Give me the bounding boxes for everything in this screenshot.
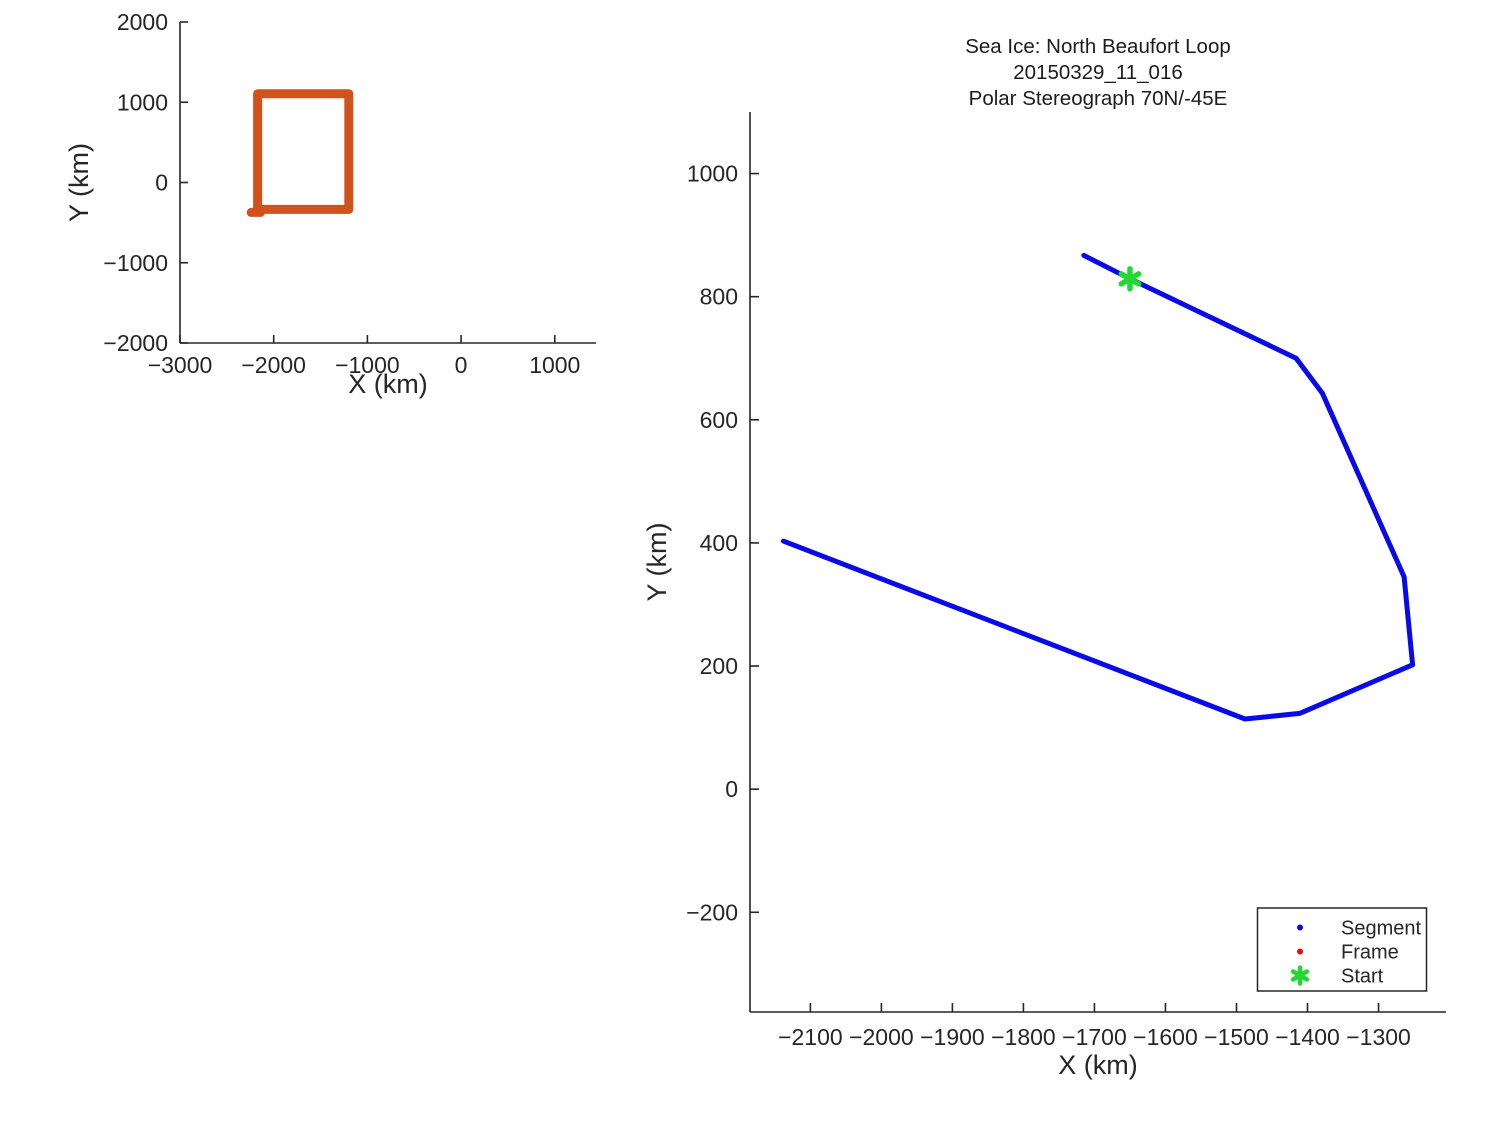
x-tick-label: −2000 bbox=[849, 1024, 914, 1050]
x-tick-label: −3000 bbox=[148, 352, 213, 378]
x-axis-label: X (km) bbox=[1058, 1050, 1137, 1080]
y-tick-label: 800 bbox=[700, 284, 738, 310]
legend-label: Frame bbox=[1341, 942, 1399, 964]
x-tick-label: −1600 bbox=[1133, 1024, 1198, 1050]
x-tick-label: −2100 bbox=[778, 1024, 843, 1050]
overview-plot: −3000 −2000 −1000 0 1000−2000−1000010002000X… bbox=[64, 9, 596, 399]
legend-label: Start bbox=[1341, 966, 1384, 988]
y-tick-label: 0 bbox=[155, 170, 168, 196]
x-tick-label: −1900 bbox=[920, 1024, 985, 1050]
y-tick-label: −2000 bbox=[103, 330, 168, 356]
x-tick-label: −1000 bbox=[335, 352, 400, 378]
chart-title: Sea Ice: North Beaufort Loop 20150329_11… bbox=[798, 34, 1398, 112]
y-tick-label: 600 bbox=[700, 407, 738, 433]
segment-dot-icon bbox=[1297, 924, 1303, 931]
y-tick-label: 400 bbox=[700, 530, 738, 556]
legend-item-start: Start bbox=[1290, 965, 1384, 988]
title-line-3: Polar Stereograph 70N/-45E bbox=[968, 87, 1228, 110]
start-marker bbox=[1118, 271, 1142, 287]
start-asterisk-icon bbox=[1290, 969, 1310, 982]
y-tick-label: −1000 bbox=[103, 250, 168, 276]
y-tick-label: 2000 bbox=[117, 9, 168, 35]
y-tick-label: 1000 bbox=[687, 161, 738, 187]
x-tick-label: −1800 bbox=[991, 1024, 1056, 1050]
main-plot: −2100 −2000 −1900 −1800 −1700 −1600 −1500 −1400… bbox=[642, 112, 1446, 1080]
y-axis-label: Y (km) bbox=[64, 143, 94, 222]
y-tick-label: −200 bbox=[686, 899, 738, 925]
legend-item-frame: Frame bbox=[1297, 942, 1399, 964]
legend-label: Segment bbox=[1341, 918, 1421, 940]
y-tick-label: 1000 bbox=[117, 89, 168, 115]
x-tick-label: −1700 bbox=[1062, 1024, 1127, 1050]
x-tick-label: 1000 bbox=[529, 352, 580, 378]
legend-item-segment: Segment bbox=[1297, 918, 1421, 940]
y-axis-label: Y (km) bbox=[642, 523, 672, 602]
legend-box bbox=[1256, 907, 1428, 992]
title-line-2: 20150329_11_016 bbox=[1013, 61, 1183, 84]
trajectory-line bbox=[780, 252, 1416, 722]
title-line-1: Sea Ice: North Beaufort Loop bbox=[965, 35, 1231, 58]
y-tick-label: 0 bbox=[725, 776, 738, 802]
frame-dot-icon bbox=[1297, 948, 1303, 955]
x-axis-label: X (km) bbox=[348, 369, 427, 399]
x-tick-label: −1300 bbox=[1346, 1024, 1411, 1050]
coverage-box bbox=[253, 89, 354, 214]
y-tick-label: 200 bbox=[700, 653, 738, 679]
x-tick-label: −1400 bbox=[1275, 1024, 1340, 1050]
x-tick-label: 0 bbox=[455, 352, 468, 378]
x-tick-label: −2000 bbox=[241, 352, 306, 378]
x-tick-label: −1500 bbox=[1204, 1024, 1269, 1050]
